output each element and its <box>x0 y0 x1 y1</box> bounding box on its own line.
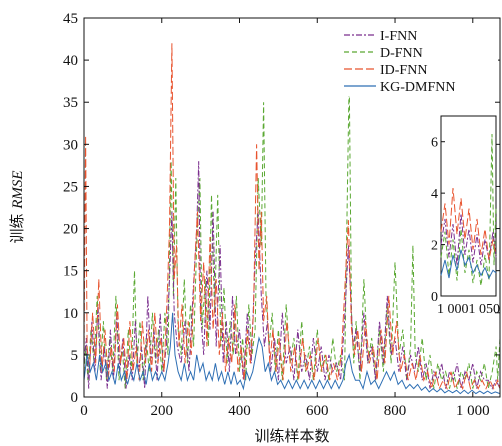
inset-series-line <box>440 249 497 280</box>
legend-entry: KG-DMFNN <box>380 80 455 95</box>
plot-frame <box>83 17 501 398</box>
inset-x-tick-label: 1 000 <box>437 302 469 317</box>
y-tick-label: 45 <box>63 11 78 27</box>
y-axis-label-prefix: 训练 <box>8 209 26 244</box>
legend-entry: I-FNN <box>380 29 417 44</box>
legend-entry: D-FNN <box>380 46 423 61</box>
inset-series-line <box>440 187 497 261</box>
x-tick-label: 600 <box>306 403 329 419</box>
y-tick-label: 20 <box>63 222 78 238</box>
series-line-id-fnn <box>83 43 501 391</box>
y-axis-label: 训练 RMSE <box>8 170 26 243</box>
y-tick-label: 10 <box>63 306 78 322</box>
inset-y-tick-label: 4 <box>431 187 438 202</box>
y-axis-label-italic: RMSE <box>10 170 26 209</box>
inset-x-tick-label: 1 050 <box>469 302 501 317</box>
series-lines <box>83 43 501 395</box>
inset-y-tick-label: 2 <box>431 239 438 254</box>
y-tick-label: 5 <box>71 348 79 364</box>
y-tick-label: 0 <box>71 390 79 406</box>
y-tick-label: 15 <box>63 264 78 280</box>
series-line-kg-dmfnn <box>83 312 501 395</box>
legend: I-FNN D-FNN ID-FNN KG-DMFNN <box>340 24 498 96</box>
y-tick-label: 35 <box>63 95 78 111</box>
inset-y-tick-label: 0 <box>431 290 438 305</box>
x-tick-label: 1 000 <box>456 403 490 419</box>
x-tick-label: 200 <box>151 403 174 419</box>
x-axis-label: 训练样本数 <box>254 427 329 445</box>
x-tick-label: 800 <box>384 403 407 419</box>
legend-background <box>340 24 498 96</box>
inset-chart: 0 2 4 6 1 000 1 050 <box>431 115 501 317</box>
y-tick-label: 25 <box>63 179 78 195</box>
series-line-i-fnn <box>83 161 501 390</box>
x-axis: 0 200 400 600 800 1 000 <box>80 18 490 419</box>
y-tick-label: 30 <box>63 137 78 153</box>
inset-y-tick-label: 6 <box>431 136 438 151</box>
y-tick-label: 40 <box>63 53 78 69</box>
legend-entry: ID-FNN <box>380 63 427 78</box>
x-tick-label: 0 <box>80 403 88 419</box>
x-tick-label: 400 <box>228 403 251 419</box>
